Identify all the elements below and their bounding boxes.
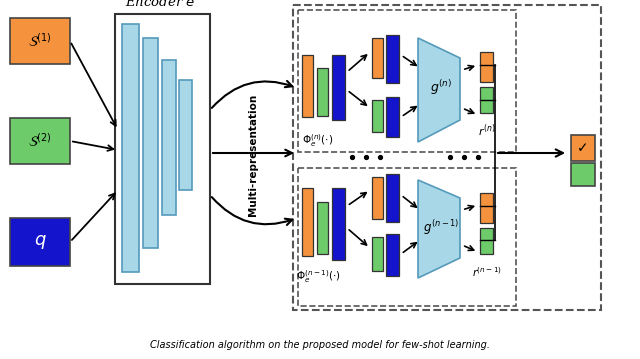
Bar bbox=[122, 24, 139, 272]
Bar bbox=[571, 163, 595, 186]
Text: $\mathcal{S}^{(1)}$: $\mathcal{S}^{(1)}$ bbox=[28, 32, 52, 50]
Bar bbox=[298, 168, 516, 306]
Text: $g^{(n)}$: $g^{(n)}$ bbox=[430, 79, 452, 97]
Text: $\Phi_e^{(n-1)}(\cdot)$: $\Phi_e^{(n-1)}(\cdot)$ bbox=[296, 268, 340, 285]
Bar bbox=[386, 35, 399, 83]
Bar bbox=[571, 135, 595, 161]
Bar bbox=[115, 14, 210, 284]
Bar bbox=[480, 87, 493, 113]
Bar bbox=[10, 218, 70, 266]
Bar bbox=[372, 38, 383, 78]
Text: Multi-representation: Multi-representation bbox=[248, 94, 258, 216]
Bar bbox=[302, 55, 313, 117]
Bar bbox=[162, 60, 176, 215]
Bar bbox=[372, 100, 383, 132]
Bar bbox=[480, 193, 493, 223]
Text: $q$: $q$ bbox=[34, 233, 46, 251]
Bar bbox=[293, 5, 601, 310]
Bar bbox=[386, 174, 399, 222]
Bar bbox=[298, 10, 516, 152]
Bar bbox=[332, 55, 345, 120]
Bar bbox=[317, 68, 328, 116]
Polygon shape bbox=[418, 38, 460, 142]
Bar bbox=[386, 97, 399, 137]
Bar bbox=[480, 228, 493, 254]
Text: $r^{(n)}$: $r^{(n)}$ bbox=[478, 122, 496, 139]
Bar bbox=[10, 18, 70, 64]
Bar bbox=[179, 80, 192, 190]
Bar bbox=[372, 237, 383, 271]
Polygon shape bbox=[418, 180, 460, 278]
Text: $g^{(n-1)}$: $g^{(n-1)}$ bbox=[423, 219, 459, 237]
Text: ✓: ✓ bbox=[577, 141, 589, 155]
Bar bbox=[10, 118, 70, 164]
Text: Classification algorithm on the proposed model for few-shot learning.: Classification algorithm on the proposed… bbox=[150, 340, 490, 350]
Bar bbox=[480, 52, 493, 82]
Bar bbox=[143, 38, 158, 248]
Text: $\mathcal{S}^{(2)}$: $\mathcal{S}^{(2)}$ bbox=[28, 132, 52, 150]
Bar bbox=[302, 188, 313, 256]
Bar bbox=[372, 177, 383, 219]
Text: Encoder $e$: Encoder $e$ bbox=[125, 0, 195, 9]
Bar bbox=[317, 202, 328, 254]
Text: $r^{(n-1)}$: $r^{(n-1)}$ bbox=[472, 265, 502, 279]
Text: $\Phi_e^{(n)}(\cdot)$: $\Phi_e^{(n)}(\cdot)$ bbox=[302, 132, 333, 149]
Bar bbox=[332, 188, 345, 260]
Bar bbox=[386, 234, 399, 276]
